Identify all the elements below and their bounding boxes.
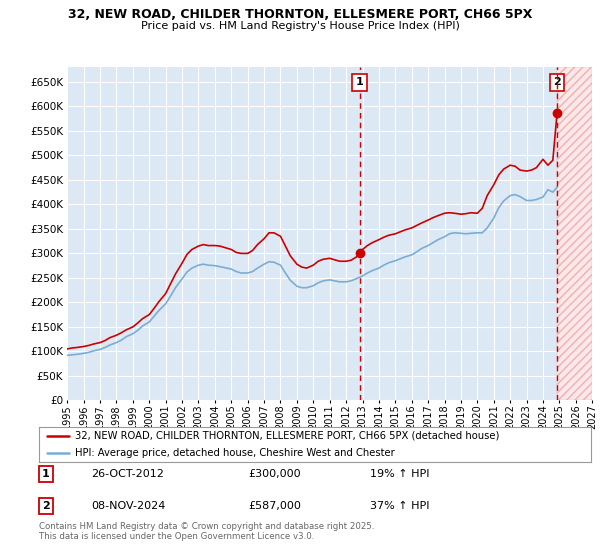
Text: 08-NOV-2024: 08-NOV-2024 xyxy=(91,501,166,511)
Text: Price paid vs. HM Land Registry's House Price Index (HPI): Price paid vs. HM Land Registry's House … xyxy=(140,21,460,31)
Text: HPI: Average price, detached house, Cheshire West and Chester: HPI: Average price, detached house, Ches… xyxy=(75,449,395,458)
Text: 37% ↑ HPI: 37% ↑ HPI xyxy=(370,501,430,511)
Text: £300,000: £300,000 xyxy=(249,469,301,479)
Bar xyxy=(557,67,592,400)
Text: 1: 1 xyxy=(356,77,364,87)
Text: 32, NEW ROAD, CHILDER THORNTON, ELLESMERE PORT, CH66 5PX: 32, NEW ROAD, CHILDER THORNTON, ELLESMER… xyxy=(68,8,532,21)
Text: £587,000: £587,000 xyxy=(249,501,302,511)
Text: 2: 2 xyxy=(553,77,561,87)
Text: 2: 2 xyxy=(42,501,49,511)
Text: 26-OCT-2012: 26-OCT-2012 xyxy=(91,469,164,479)
Text: Contains HM Land Registry data © Crown copyright and database right 2025.
This d: Contains HM Land Registry data © Crown c… xyxy=(39,522,374,542)
Text: 32, NEW ROAD, CHILDER THORNTON, ELLESMERE PORT, CH66 5PX (detached house): 32, NEW ROAD, CHILDER THORNTON, ELLESMER… xyxy=(75,431,499,441)
Text: 1: 1 xyxy=(42,469,49,479)
Text: 19% ↑ HPI: 19% ↑ HPI xyxy=(370,469,430,479)
Bar xyxy=(557,67,592,400)
